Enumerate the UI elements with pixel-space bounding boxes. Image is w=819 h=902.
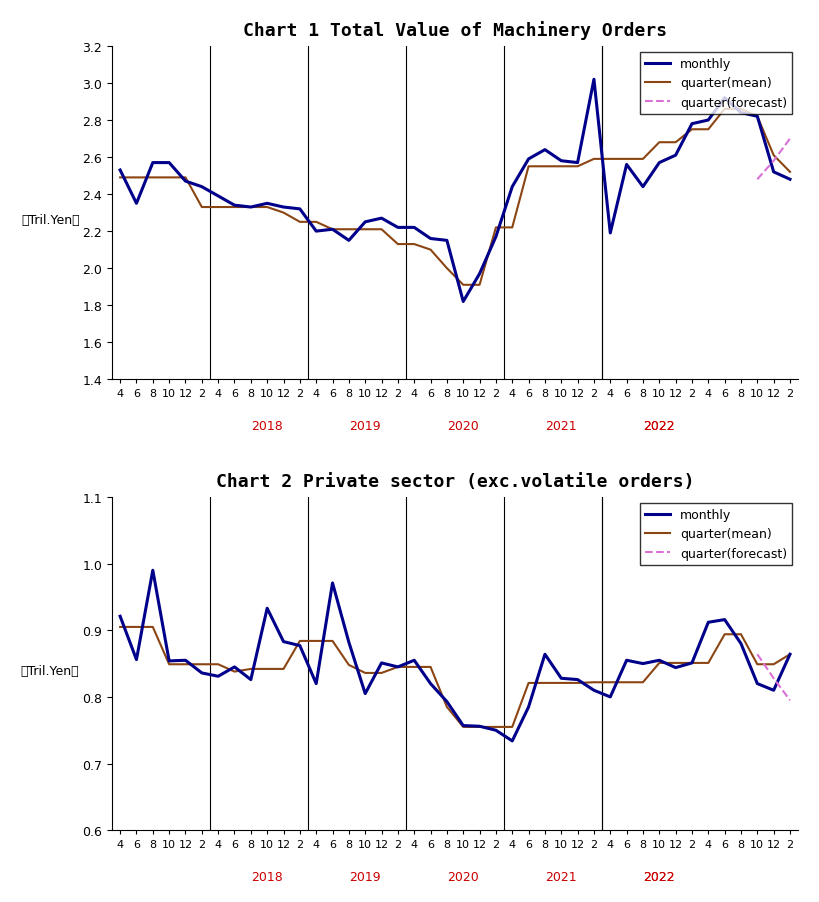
Text: 2022: 2022 [644, 870, 675, 883]
Legend: monthly, quarter(mean), quarter(forecast): monthly, quarter(mean), quarter(forecast… [640, 53, 792, 115]
Text: 2021: 2021 [545, 870, 577, 883]
Text: 2018: 2018 [251, 419, 283, 433]
Text: 2020: 2020 [447, 419, 479, 433]
Title: Chart 1 Total Value of Machinery Orders: Chart 1 Total Value of Machinery Orders [243, 21, 667, 40]
Title: Chart 2 Private sector (exc.volatile orders): Chart 2 Private sector (exc.volatile ord… [216, 473, 695, 491]
Text: 2022: 2022 [644, 870, 675, 883]
Text: 2020: 2020 [447, 870, 479, 883]
Y-axis label: （Tril.Yen）: （Tril.Yen） [20, 664, 79, 676]
Text: 2019: 2019 [350, 870, 381, 883]
Text: 2022: 2022 [644, 419, 675, 433]
Y-axis label: （Tril.Yen）: （Tril.Yen） [21, 214, 79, 226]
Legend: monthly, quarter(mean), quarter(forecast): monthly, quarter(mean), quarter(forecast… [640, 503, 792, 565]
Text: 2021: 2021 [545, 419, 577, 433]
Text: 2019: 2019 [350, 419, 381, 433]
Text: 2022: 2022 [644, 419, 675, 433]
Text: 2018: 2018 [251, 870, 283, 883]
